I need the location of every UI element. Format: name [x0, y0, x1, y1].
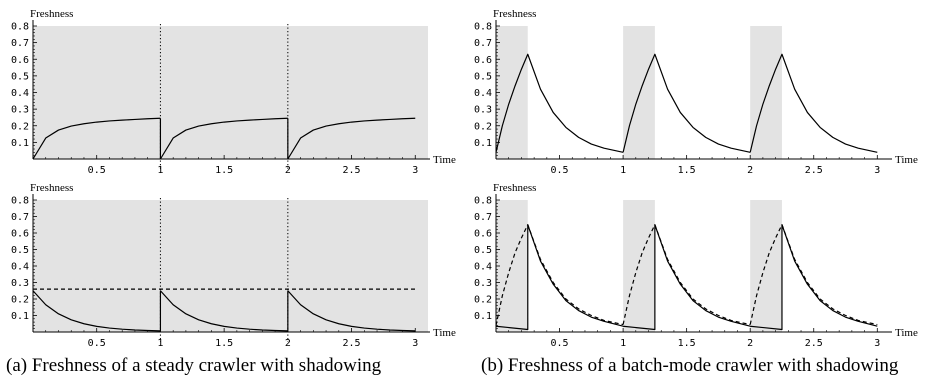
x-tick-label: 3 — [874, 338, 880, 349]
panel-a-bottom-chart: 0.1 0.2 0.3 0.4 0.5 0.6 0.7 0.8 0.5 1 1.5 2 2.5 3 Fres… — [11, 182, 456, 349]
y-tick-label: 0.7 — [474, 38, 492, 49]
dashed-series-line — [622, 224, 751, 326]
shaded-region — [33, 26, 428, 159]
panel-b-bottom-chart: 0.1 0.2 0.3 0.4 0.5 0.6 0.7 0.8 0.5 1 1.5 2 2.5 3 Fres… — [474, 182, 918, 349]
x-tick-label: 3 — [412, 165, 418, 176]
x-tick-label: 0.5 — [88, 338, 106, 349]
x-tick-label: 0.5 — [551, 165, 569, 176]
x-tick-label: 0.5 — [551, 338, 569, 349]
y-tick-label: 0.8 — [11, 196, 29, 207]
series-line — [622, 53, 751, 153]
y-tick-label: 0.5 — [474, 245, 492, 256]
y-tick-label: 0.1 — [11, 311, 29, 322]
shaded-region — [750, 26, 782, 159]
y-tick-label: 0.1 — [474, 311, 492, 322]
series-line — [495, 224, 878, 331]
series-line — [287, 290, 416, 332]
x-axis-label: Time — [433, 327, 456, 339]
x-tick-label: 2 — [747, 338, 753, 349]
x-tick-label: 1.5 — [678, 165, 696, 176]
y-tick-label: 0.8 — [474, 196, 492, 207]
y-tick-label: 0.7 — [11, 212, 29, 223]
y-axis-label: Freshness — [493, 8, 536, 20]
dashed-series-line — [495, 224, 624, 326]
series-line — [287, 117, 416, 160]
shaded-region — [33, 200, 428, 332]
series-line — [32, 117, 161, 160]
series-line — [159, 290, 288, 332]
series-line — [495, 53, 624, 153]
x-axis-label: Time — [433, 154, 456, 166]
x-tick-label: 2 — [285, 165, 291, 176]
y-tick-label: 0.4 — [474, 88, 492, 99]
x-tick-label: 2 — [747, 165, 753, 176]
y-tick-label: 0.6 — [474, 55, 492, 66]
y-tick-label: 0.8 — [11, 22, 29, 33]
panel-b-top-chart: 0.1 0.2 0.3 0.4 0.5 0.6 0.7 0.8 0.5 1 1.5 2 2.5 3 Fres… — [474, 8, 918, 176]
y-tick-label: 0.4 — [11, 262, 29, 273]
caption-a: (a) Freshness of a steady crawler with s… — [6, 355, 382, 376]
y-tick-label: 0.2 — [474, 295, 492, 306]
x-axis-label: Time — [895, 327, 918, 339]
x-tick-label: 3 — [412, 338, 418, 349]
shaded-region — [623, 26, 655, 159]
y-tick-label: 0.5 — [11, 71, 29, 82]
x-tick-label: 3 — [874, 165, 880, 176]
series-line — [159, 117, 288, 160]
y-tick-label: 0.4 — [11, 88, 29, 99]
y-tick-label: 0.3 — [474, 278, 492, 289]
x-tick-label: 1.5 — [215, 165, 233, 176]
x-tick-label: 2.5 — [805, 338, 823, 349]
y-tick-label: 0.2 — [11, 295, 29, 306]
y-tick-label: 0.1 — [474, 138, 492, 149]
x-tick-label: 0.5 — [88, 165, 106, 176]
shaded-region — [496, 200, 528, 332]
y-tick-label: 0.5 — [474, 71, 492, 82]
series-line — [32, 290, 161, 332]
y-tick-label: 0.3 — [11, 105, 29, 116]
x-tick-label: 1 — [620, 165, 626, 176]
series-line — [749, 53, 878, 153]
y-axis-label: Freshness — [30, 8, 73, 20]
x-tick-label: 2.5 — [805, 165, 823, 176]
y-tick-label: 0.6 — [11, 55, 29, 66]
x-tick-label: 2.5 — [343, 165, 361, 176]
y-tick-label: 0.2 — [474, 121, 492, 132]
x-tick-label: 1.5 — [215, 338, 233, 349]
y-tick-label: 0.6 — [474, 229, 492, 240]
x-tick-label: 1.5 — [678, 338, 696, 349]
x-tick-label: 1 — [157, 338, 163, 349]
dashed-series-line — [749, 224, 878, 326]
shaded-region — [750, 200, 782, 332]
y-tick-label: 0.8 — [474, 22, 492, 33]
x-tick-label: 1 — [157, 165, 163, 176]
y-tick-label: 0.7 — [474, 212, 492, 223]
y-tick-label: 0.7 — [11, 38, 29, 49]
y-tick-label: 0.2 — [11, 121, 29, 132]
x-axis-label: Time — [895, 154, 918, 166]
shaded-region — [496, 26, 528, 159]
y-tick-label: 0.4 — [474, 262, 492, 273]
panel-a-top-chart: 0.1 0.2 0.3 0.4 0.5 0.6 0.7 0.8 0.5 1 1.5 2 2.5 3 Fres… — [11, 8, 456, 176]
x-tick-label: 1 — [620, 338, 626, 349]
y-axis-label: Freshness — [493, 182, 536, 194]
shaded-region — [623, 200, 655, 332]
y-tick-label: 0.5 — [11, 245, 29, 256]
caption-b: (b) Freshness of a batch-mode crawler wi… — [481, 355, 899, 376]
y-tick-label: 0.1 — [11, 138, 29, 149]
y-tick-label: 0.3 — [11, 278, 29, 289]
x-tick-label: 2.5 — [343, 338, 361, 349]
x-tick-label: 2 — [285, 338, 291, 349]
y-axis-label: Freshness — [30, 182, 73, 194]
y-tick-label: 0.6 — [11, 229, 29, 240]
y-tick-label: 0.3 — [474, 105, 492, 116]
